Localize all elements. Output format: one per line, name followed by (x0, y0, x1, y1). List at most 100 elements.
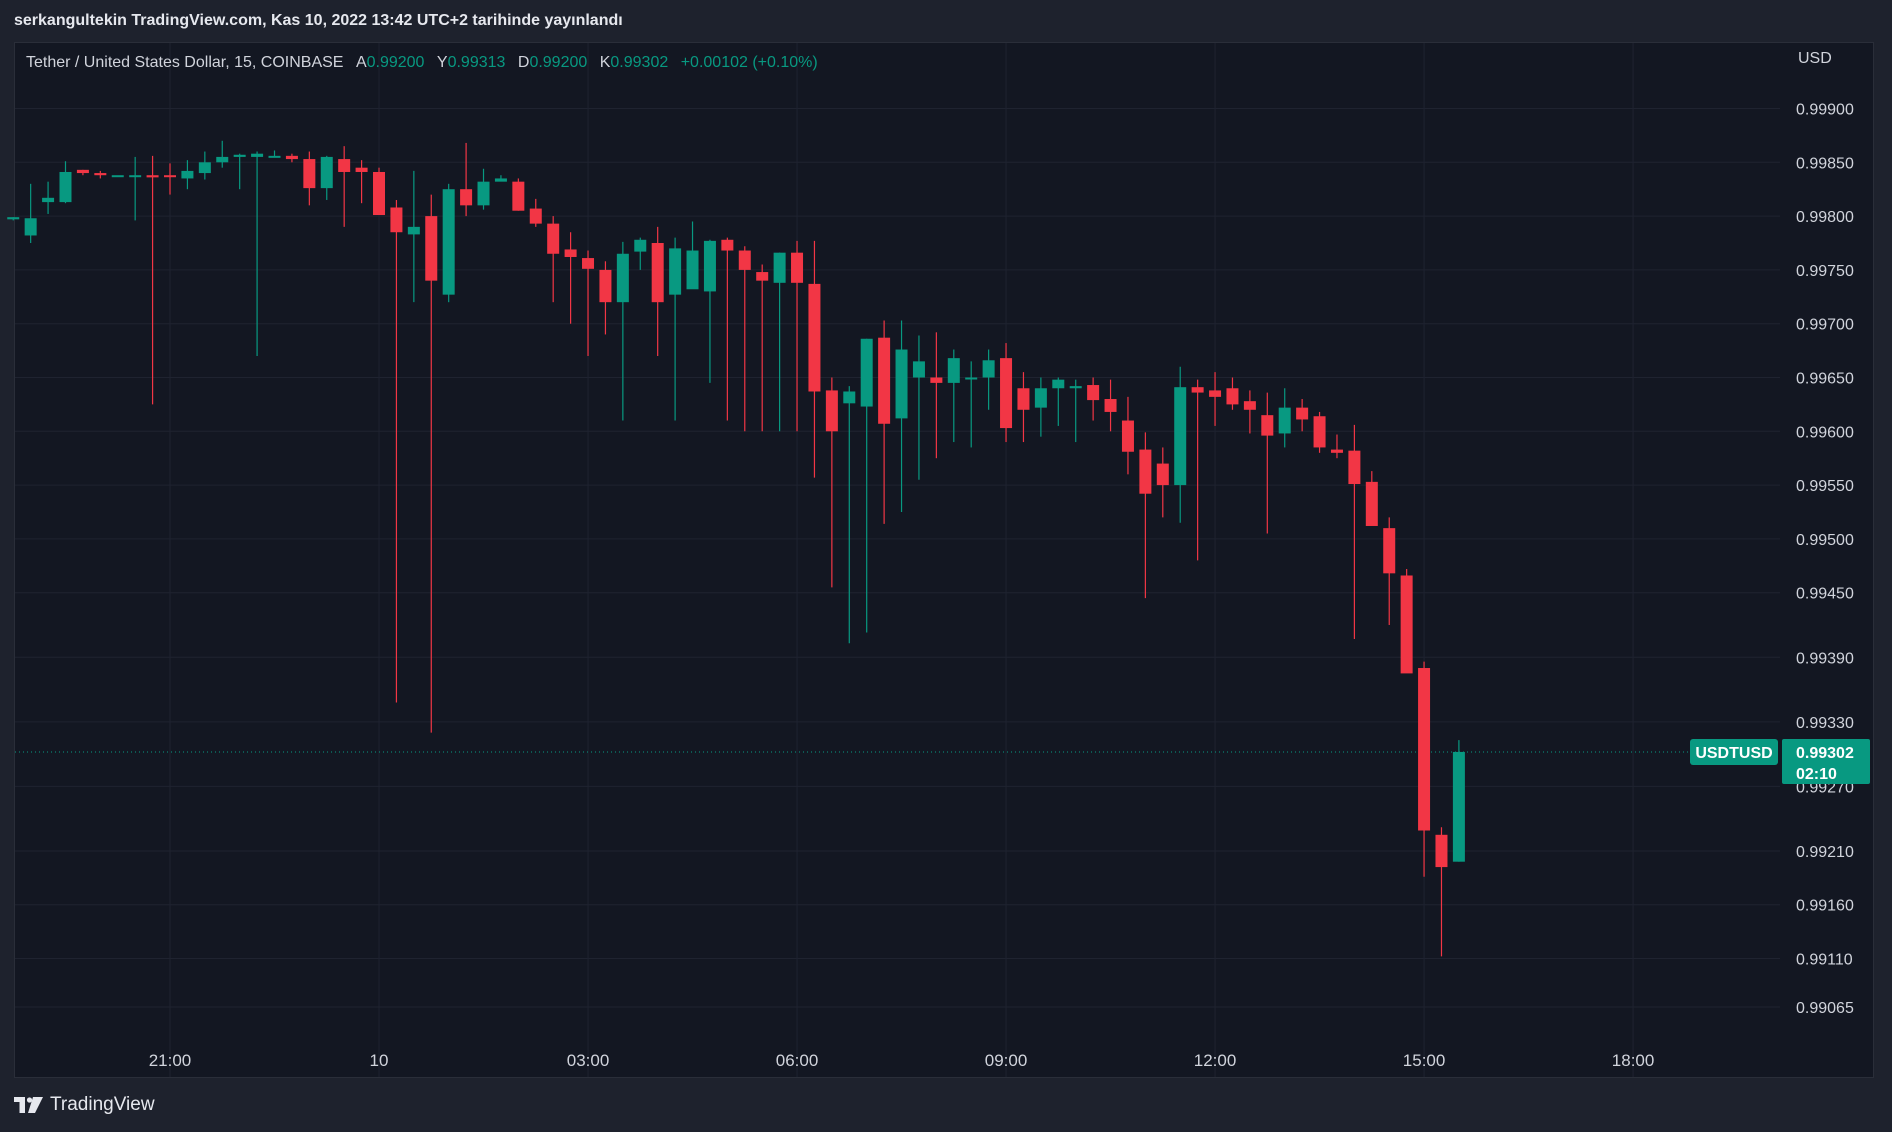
candle (721, 237, 734, 421)
candle-body (1261, 415, 1274, 436)
candle-body (1121, 420, 1134, 452)
candle-body (825, 390, 838, 432)
candle (529, 198, 542, 227)
candle (216, 140, 229, 168)
candle (425, 194, 438, 733)
candle (1069, 379, 1082, 443)
candle-body (407, 226, 420, 235)
candle (268, 150, 281, 158)
candle-body (216, 156, 229, 163)
candle-body (1069, 386, 1082, 389)
low-label: D (517, 54, 530, 71)
candle-body (7, 217, 20, 220)
candle (1139, 432, 1152, 599)
x-tick-label: 18:00 (1612, 1051, 1655, 1070)
candle-body (1348, 450, 1361, 485)
candle (1000, 343, 1013, 443)
candle (477, 168, 490, 210)
candle-body (721, 239, 734, 251)
candle-body (233, 154, 246, 157)
x-tick-label: 09:00 (985, 1051, 1028, 1070)
price-badge (1782, 738, 1870, 784)
candle-body (477, 181, 490, 206)
y-tick-label: 0.99850 (1796, 155, 1854, 172)
candle (390, 199, 403, 703)
candle-body (1243, 401, 1256, 410)
candle-body (1104, 399, 1117, 412)
candle-body (390, 207, 403, 233)
candle (912, 335, 925, 480)
candle (860, 338, 873, 633)
candle (1052, 377, 1065, 426)
candle-body (1000, 358, 1013, 429)
candle (547, 216, 560, 303)
candle (146, 155, 159, 405)
candle-body (1330, 449, 1343, 453)
candle-body (965, 377, 978, 380)
candle-body (651, 243, 664, 303)
candle (1034, 377, 1047, 437)
currency-label[interactable]: USD (1798, 50, 1832, 67)
candle (756, 264, 769, 432)
candle (198, 151, 211, 180)
chart-pane[interactable] (14, 42, 1874, 1078)
candle-body (843, 391, 856, 404)
y-tick-label: 0.99390 (1796, 650, 1854, 667)
candle (1400, 569, 1413, 674)
candle (651, 226, 664, 356)
candle-body (1452, 751, 1465, 862)
candle (599, 261, 612, 335)
candle-body (442, 189, 455, 295)
candle (634, 237, 647, 270)
candle (1435, 827, 1448, 957)
candle-body (1139, 449, 1152, 494)
x-tick-label: 21:00 (149, 1051, 192, 1070)
y-tick-label: 0.99450 (1796, 586, 1854, 603)
symbol-badge-text: USDTUSD (1695, 745, 1772, 762)
candle (1383, 517, 1396, 625)
y-tick-label: 0.99210 (1796, 844, 1854, 861)
candle (1418, 661, 1431, 877)
y-tick-label: 0.99800 (1796, 209, 1854, 226)
legend-title: Tether / United States Dollar, 15, COINB… (26, 54, 344, 71)
candle-body (738, 250, 751, 270)
candle (512, 178, 525, 211)
candle-body (59, 171, 72, 203)
y-tick-label: 0.99550 (1796, 478, 1854, 495)
candle (1087, 377, 1100, 421)
candle (582, 250, 595, 356)
candle-body (512, 181, 525, 211)
candle (1174, 366, 1187, 523)
candle (808, 240, 821, 478)
candle (1278, 388, 1291, 448)
candle (1017, 372, 1030, 443)
candle-body (912, 361, 925, 378)
candle (1348, 424, 1361, 639)
candle-body (111, 175, 124, 178)
candle (930, 332, 943, 459)
symbol-legend: Tether / United States Dollar, 15, COINB… (26, 54, 818, 72)
y-tick-label: 0.99160 (1796, 898, 1854, 915)
tradingview-logo[interactable]: TradingView (14, 1094, 155, 1116)
y-tick-label: 0.99065 (1796, 1000, 1854, 1017)
candle-body (338, 159, 351, 172)
candle (738, 246, 751, 432)
candle-body (94, 173, 107, 176)
candle (320, 155, 333, 200)
candle-body (616, 253, 629, 303)
candle-body (1400, 575, 1413, 674)
candle-body (146, 175, 159, 178)
candle-body (251, 153, 264, 157)
candle-body (1174, 387, 1187, 486)
candle (669, 237, 682, 421)
candle-body (756, 272, 769, 281)
candle-body (42, 197, 55, 203)
candle (59, 161, 72, 204)
x-tick-label: 10 (370, 1051, 389, 1070)
high-label: Y (436, 54, 448, 71)
candle-body (930, 377, 943, 383)
brand-name: TradingView (50, 1094, 155, 1115)
candle (947, 349, 960, 443)
open-label: A (355, 54, 367, 71)
